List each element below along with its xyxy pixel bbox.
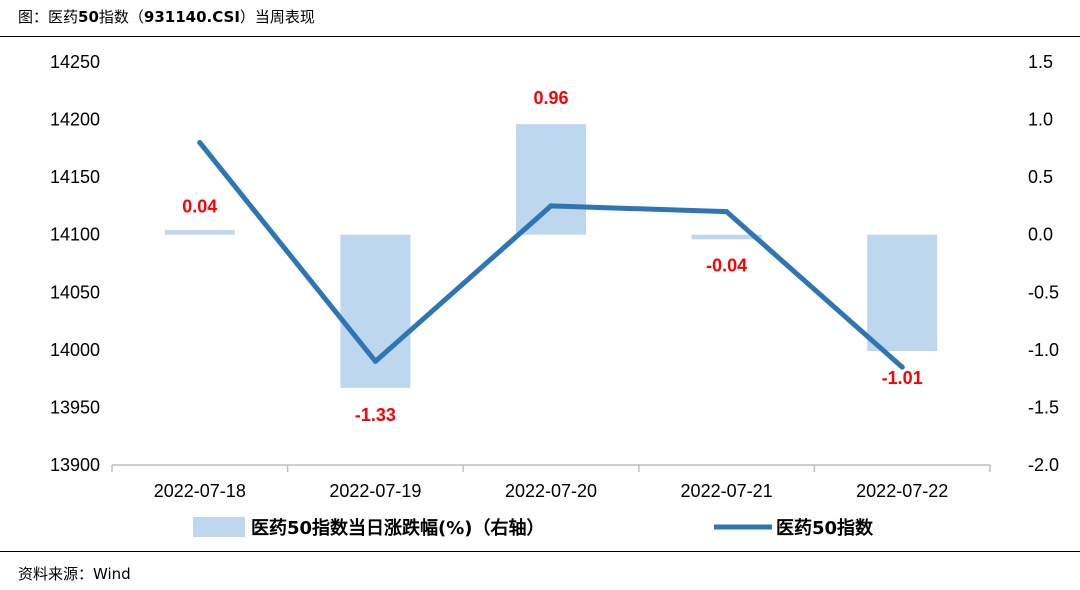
x-tick-label: 2022-07-20 <box>505 481 597 501</box>
title-mid: 指数（ <box>98 8 144 26</box>
x-tick-label: 2022-07-18 <box>154 481 246 501</box>
data-label-2022-07-22: -1.01 <box>882 368 923 388</box>
line-point-2022-07-21 <box>724 209 730 215</box>
right-tick-label: 0.0 <box>1028 225 1053 245</box>
line-point-2022-07-18 <box>197 140 203 146</box>
left-tick-label: 14200 <box>50 110 100 130</box>
left-tick-label: 14100 <box>50 225 100 245</box>
x-tick-label: 2022-07-21 <box>681 481 773 501</box>
x-tick-label: 2022-07-22 <box>856 481 948 501</box>
right-tick-label: -1.0 <box>1028 340 1059 360</box>
legend-line-label: 医药50指数 <box>776 517 874 539</box>
legend: 医药50指数当日涨跌幅(%)（右轴） 医药50指数 <box>193 517 874 539</box>
bar-2022-07-20 <box>516 124 586 235</box>
title-suffix: ）当周表现 <box>239 8 315 26</box>
axes-group: 2022-07-18 2022-07-19 2022-07-20 2022-07-21… <box>50 52 1059 501</box>
right-tick-label: -0.5 <box>1028 282 1059 302</box>
line-point-2022-07-22 <box>899 364 905 370</box>
chart: 2022-07-18 2022-07-19 2022-07-20 2022-07-21… <box>50 52 1059 539</box>
bars-group <box>164 124 938 388</box>
data-label-2022-07-18: 0.04 <box>182 197 217 217</box>
line-point-2022-07-20 <box>548 203 554 209</box>
right-tick-label: 1.5 <box>1028 52 1053 72</box>
bar-2022-07-22 <box>867 234 938 352</box>
source-note: 资料来源：Wind <box>18 565 131 583</box>
left-tick-label: 13950 <box>50 397 100 417</box>
bar-2022-07-18 <box>164 230 235 235</box>
legend-bar-swatch <box>193 517 245 537</box>
right-tick-label: 1.0 <box>1028 110 1053 130</box>
title-code: 931140.CSI <box>143 8 240 26</box>
right-tick-label: -1.5 <box>1028 397 1059 417</box>
left-tick-label: 14250 <box>50 52 100 72</box>
right-tick-label: -2.0 <box>1028 455 1059 475</box>
bar-2022-07-19 <box>340 234 411 388</box>
data-label-2022-07-19: -1.33 <box>355 405 396 425</box>
title-prefix: 图：医药 <box>18 8 79 26</box>
bar-2022-07-21 <box>691 234 762 240</box>
left-tick-label: 14000 <box>50 340 100 360</box>
legend-bar-label: 医药50指数当日涨跌幅(%)（右轴） <box>251 517 545 539</box>
data-labels-group: 0.04 -1.33 0.96 -0.04 -1.01 <box>182 88 922 425</box>
left-tick-label: 14150 <box>50 167 100 187</box>
left-tick-label: 13900 <box>50 455 100 475</box>
bottom-rule <box>0 551 1080 552</box>
left-tick-label: 14050 <box>50 282 100 302</box>
title-num: 50 <box>78 8 99 26</box>
line-group <box>197 140 905 370</box>
data-label-2022-07-20: 0.96 <box>533 88 568 108</box>
top-rule <box>0 36 1080 37</box>
line-point-2022-07-19 <box>372 358 378 364</box>
right-tick-label: 0.5 <box>1028 167 1053 187</box>
figure-title: 图：医药50指数（931140.CSI）当周表现 <box>18 6 315 27</box>
data-label-2022-07-21: -0.04 <box>706 256 747 276</box>
x-tick-label: 2022-07-19 <box>329 481 421 501</box>
